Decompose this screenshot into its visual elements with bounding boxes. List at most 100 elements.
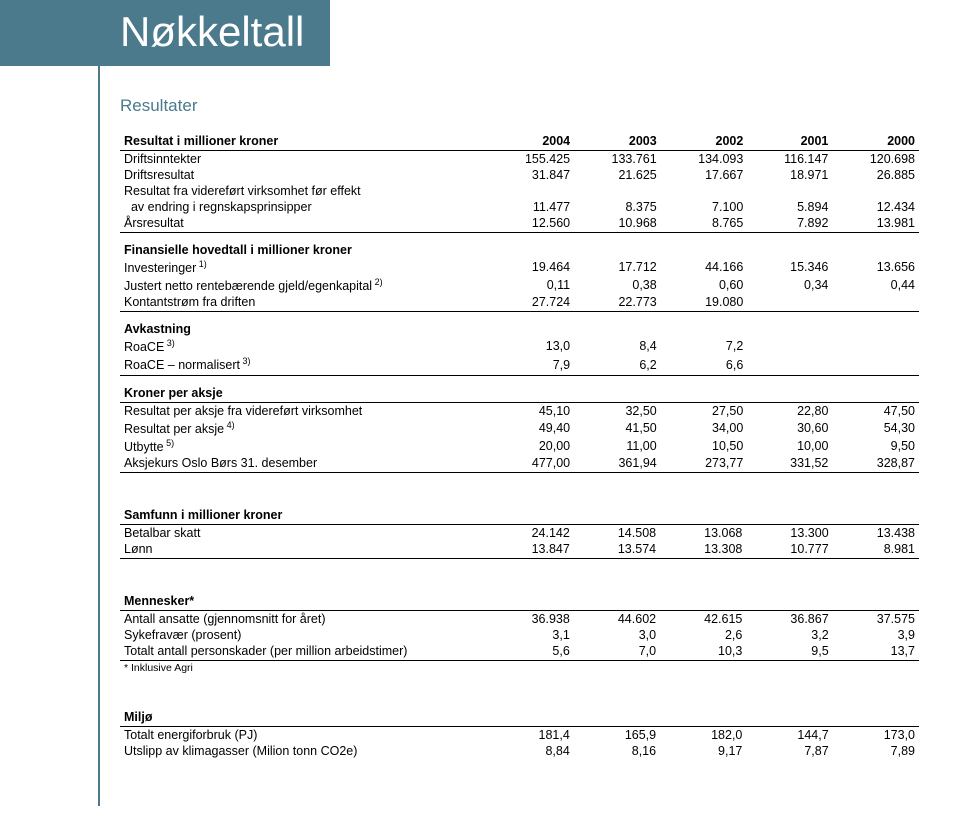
content-area: Resultat i millioner kroner 2004 2003 20… — [120, 134, 919, 759]
cell: 31.847 — [488, 167, 575, 183]
cell: 8,16 — [574, 743, 660, 759]
cell: 13.300 — [746, 524, 832, 541]
table-row: Utslipp av klimagasser (Milion tonn CO2e… — [120, 743, 919, 759]
cell: 182,0 — [660, 726, 746, 743]
table-row: Driftsinntekter155.425133.761134.093116.… — [120, 151, 919, 168]
cell: 30,60 — [747, 419, 832, 437]
table-row: Kontantstrøm fra driften27.72422.77319.0… — [120, 294, 919, 312]
row-label: Utbytte 5) — [120, 437, 488, 455]
cell: 6,6 — [661, 355, 748, 375]
mennesker-header: Mennesker* — [120, 594, 919, 611]
page-title: Nøkkeltall — [0, 0, 330, 66]
cell: 7.892 — [747, 215, 832, 233]
cell: 47,50 — [832, 402, 919, 419]
cell: 10,00 — [747, 437, 832, 455]
cell: 10,3 — [660, 643, 746, 661]
kroner-header: Kroner per aksje — [120, 375, 919, 402]
cell: 8.765 — [661, 215, 748, 233]
cell: 14.508 — [574, 524, 660, 541]
cell: 0,44 — [832, 276, 919, 294]
cell — [747, 355, 832, 375]
cell: 173,0 — [833, 726, 919, 743]
kroner-rows: Resultat per aksje fra videreført virkso… — [120, 402, 919, 472]
cell: 37.575 — [833, 610, 919, 627]
cell — [747, 294, 832, 312]
year-col: 2004 — [488, 134, 575, 151]
cell: 13.068 — [660, 524, 746, 541]
year-col: 2001 — [747, 134, 832, 151]
cell: 0,38 — [574, 276, 661, 294]
cell: 0,11 — [488, 276, 575, 294]
table-row: Betalbar skatt24.14214.50813.06813.30013… — [120, 524, 919, 541]
cell: 8.981 — [833, 541, 919, 559]
table-row: RoaCE 3)13,08,47,2 — [120, 337, 919, 355]
row-label: Investeringer 1) — [120, 258, 488, 276]
page-subtitle: Resultater — [120, 96, 919, 116]
vertical-rule — [98, 0, 100, 806]
cell — [832, 183, 919, 199]
cell: 116.147 — [747, 151, 832, 168]
cell: 3,9 — [833, 627, 919, 643]
cell: 328,87 — [832, 455, 919, 473]
row-label: Antall ansatte (gjennomsnitt for året) — [120, 610, 488, 627]
samfunn-rows: Betalbar skatt24.14214.50813.06813.30013… — [120, 524, 919, 558]
cell: 2,6 — [660, 627, 746, 643]
cell: 44.166 — [661, 258, 748, 276]
section-label: Mennesker* — [124, 594, 194, 608]
cell — [747, 183, 832, 199]
row-label: Totalt energiforbruk (PJ) — [120, 726, 488, 743]
cell: 477,00 — [488, 455, 575, 473]
cell: 5,6 — [488, 643, 574, 661]
cell: 12.560 — [488, 215, 575, 233]
table-row: Justert netto rentebærende gjeld/egenkap… — [120, 276, 919, 294]
cell: 273,77 — [661, 455, 748, 473]
resultat-header: Resultat i millioner kroner 2004 2003 20… — [120, 134, 919, 151]
cell: 7,87 — [746, 743, 832, 759]
cell: 3,0 — [574, 627, 660, 643]
cell: 120.698 — [832, 151, 919, 168]
cell: 12.434 — [832, 199, 919, 215]
table-row: Resultat per aksje 4)49,4041,5034,0030,6… — [120, 419, 919, 437]
table-row: Resultat fra videreført virksomhet før e… — [120, 183, 919, 199]
cell: 0,34 — [747, 276, 832, 294]
miljo-header: Miljø — [120, 710, 919, 727]
cell: 19.080 — [661, 294, 748, 312]
cell: 7,0 — [574, 643, 660, 661]
cell: 44.602 — [574, 610, 660, 627]
row-label: Kontantstrøm fra driften — [120, 294, 488, 312]
table-row: Totalt antall personskader (per million … — [120, 643, 919, 661]
row-label: Lønn — [120, 541, 488, 559]
row-label: Driftsinntekter — [120, 151, 488, 168]
cell: 7,9 — [488, 355, 575, 375]
table-row: Årsresultat12.56010.9688.7657.89213.981 — [120, 215, 919, 233]
table-row: Antall ansatte (gjennomsnitt for året)36… — [120, 610, 919, 627]
cell: 26.885 — [832, 167, 919, 183]
cell — [832, 355, 919, 375]
mennesker-note: * Inklusive Agri — [124, 662, 193, 674]
cell: 13,7 — [833, 643, 919, 661]
cell: 0,60 — [661, 276, 748, 294]
samfunn-table: Samfunn i millioner kroner Betalbar skat… — [120, 508, 919, 559]
cell: 34,00 — [661, 419, 748, 437]
year-col: 2003 — [574, 134, 661, 151]
row-label: Aksjekurs Oslo Børs 31. desember — [120, 455, 488, 473]
cell: 3,1 — [488, 627, 574, 643]
cell: 22,80 — [747, 402, 832, 419]
cell: 8,4 — [574, 337, 661, 355]
cell: 13.574 — [574, 541, 660, 559]
cell: 5.894 — [747, 199, 832, 215]
row-label: Justert netto rentebærende gjeld/egenkap… — [120, 276, 488, 294]
cell: 9,17 — [660, 743, 746, 759]
cell: 42.615 — [660, 610, 746, 627]
cell — [661, 183, 748, 199]
cell: 6,2 — [574, 355, 661, 375]
cell: 54,30 — [832, 419, 919, 437]
cell: 19.464 — [488, 258, 575, 276]
cell: 8,84 — [488, 743, 574, 759]
table-row: av endring i regnskapsprinsipper11.4778.… — [120, 199, 919, 215]
cell: 11,00 — [574, 437, 661, 455]
mennesker-rows: Antall ansatte (gjennomsnitt for året)36… — [120, 610, 919, 660]
row-label: Resultat per aksje fra videreført virkso… — [120, 402, 488, 419]
table-row: Resultat per aksje fra videreført virkso… — [120, 402, 919, 419]
table-row: Totalt energiforbruk (PJ)181,4165,9182,0… — [120, 726, 919, 743]
